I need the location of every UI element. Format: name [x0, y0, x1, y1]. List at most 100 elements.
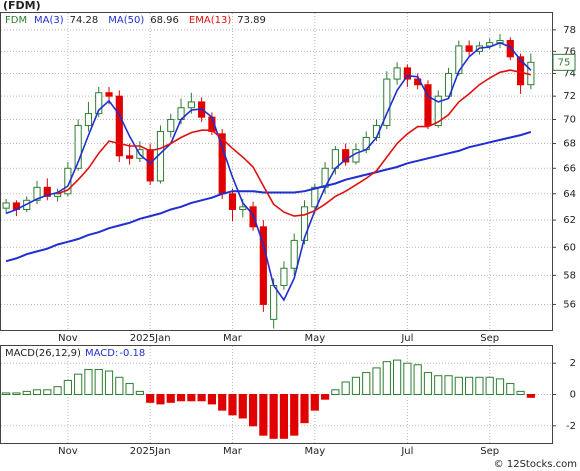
candle-body	[352, 149, 360, 163]
candle-body	[33, 186, 41, 201]
macd-bar	[63, 379, 72, 395]
candle-body	[455, 45, 463, 74]
y-tick-label: -2	[566, 421, 576, 432]
legend-value: 74.28	[70, 15, 99, 26]
y-tick-label: 78	[563, 25, 576, 36]
ma-line	[5, 41, 532, 302]
macd-bar	[454, 376, 463, 395]
ma-line	[57, 69, 532, 217]
macd-bar	[465, 376, 474, 395]
macd-bar	[197, 394, 206, 402]
price-box	[552, 53, 576, 71]
candle-body	[95, 92, 103, 115]
candle-body	[383, 78, 391, 126]
candle-body	[280, 267, 288, 286]
macd-bar	[351, 376, 361, 395]
macd-bar	[403, 362, 412, 396]
y-tick-label: 58	[563, 270, 576, 281]
y-tick-label: 70	[563, 115, 576, 126]
candle-body	[115, 95, 123, 157]
macd-bar	[290, 394, 299, 436]
macd-value: -0.18	[119, 348, 145, 359]
macd-bar	[43, 389, 52, 396]
macd-bar	[125, 383, 134, 396]
macd-bar	[300, 394, 309, 424]
macd-bar	[423, 372, 433, 395]
macd-bar	[84, 368, 93, 395]
legend-symbol: FDM	[5, 15, 27, 26]
x-tick-label: Jul	[400, 446, 413, 457]
y-tick-label: 60	[563, 242, 576, 253]
macd-bar	[218, 394, 227, 411]
legend-name: MA(50)	[108, 15, 144, 26]
chart-title: (FDM)	[3, 0, 41, 12]
x-tick-label: Mar	[223, 333, 243, 344]
y-tick-label: 76	[563, 46, 576, 57]
candle-body	[434, 95, 442, 126]
macd-bar	[32, 389, 42, 396]
macd-bar	[269, 394, 278, 439]
candle-body	[300, 206, 309, 241]
y-tick-label: 66	[563, 163, 576, 174]
macd-bar	[2, 392, 11, 396]
candle-body	[74, 124, 82, 169]
macd-bar	[382, 361, 391, 396]
ma-line	[5, 130, 532, 263]
macd-bar	[166, 394, 175, 403]
macd-bar	[320, 394, 330, 400]
candle-body	[342, 149, 350, 163]
x-tick-label: 2025Jan	[130, 333, 171, 344]
macd-bar	[53, 386, 62, 396]
candle-body	[393, 67, 401, 80]
macd-bar	[495, 378, 505, 395]
candle-body	[187, 101, 195, 109]
candle-body	[105, 92, 113, 97]
x-tick-label: Sep	[480, 446, 499, 457]
macd-bar	[413, 364, 422, 396]
candle-body	[167, 119, 175, 132]
candle-body	[43, 186, 51, 197]
macd-bar	[372, 367, 381, 396]
candle-body	[239, 206, 247, 210]
y-tick-label: 74	[563, 68, 576, 79]
macd-bar	[22, 390, 31, 396]
y-tick-label: 0	[570, 390, 576, 401]
price-panel	[0, 12, 553, 331]
macd-bar	[74, 373, 83, 395]
macd-bar	[115, 376, 124, 395]
macd-bar	[228, 394, 237, 416]
legend-value: 73.89	[237, 15, 266, 26]
macd-bar	[362, 372, 371, 395]
candle-body	[506, 40, 514, 58]
macd-bar	[187, 394, 196, 402]
x-tick-label: May	[304, 333, 325, 344]
macd-title: MACD(26,12,9)	[5, 348, 81, 359]
x-tick-label: Jul	[400, 333, 413, 344]
macd-bar	[104, 370, 114, 395]
macd-bar	[516, 390, 525, 396]
candle-body	[270, 284, 278, 320]
macd-bar	[248, 394, 258, 427]
legend-value: 68.96	[150, 15, 179, 26]
y-tick-label: 56	[563, 299, 576, 310]
x-tick-label: May	[304, 446, 325, 457]
macd-bar	[279, 394, 289, 439]
candle-body	[424, 84, 432, 126]
candle-body	[486, 42, 494, 47]
macd-bar	[135, 390, 144, 396]
macd-bar	[12, 392, 21, 396]
x-tick-label: Nov	[58, 446, 78, 457]
macd-bar	[176, 394, 186, 402]
candle-body	[84, 113, 93, 126]
candle-body	[228, 193, 237, 210]
price-label: 75	[558, 57, 571, 68]
candle-body	[290, 239, 298, 269]
x-tick-label: Nov	[58, 333, 78, 344]
x-tick-label: Mar	[223, 446, 243, 457]
macd-bar	[331, 389, 340, 396]
candle-body	[516, 56, 525, 86]
candle-body	[465, 45, 473, 52]
candle-body	[126, 155, 134, 159]
candle-body	[54, 193, 62, 197]
candle-body	[64, 167, 72, 195]
